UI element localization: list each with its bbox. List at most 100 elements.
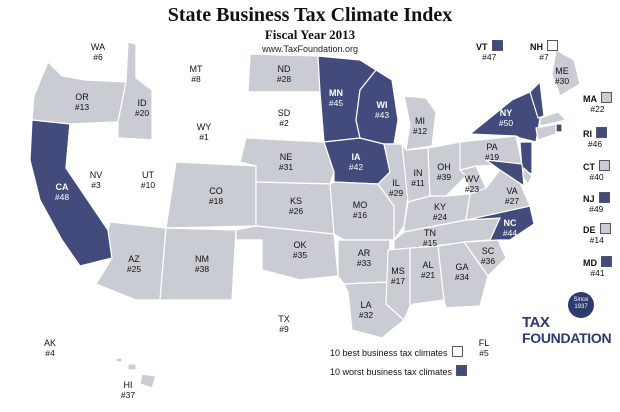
state-md (483, 159, 525, 188)
state-label-ak: AK #4 (44, 338, 56, 358)
state-abbr: NY (499, 108, 513, 118)
state-label-ia: IA #42 (349, 152, 363, 172)
state-nm (159, 227, 237, 301)
state-ak (19, 319, 95, 379)
state-abbr: WV (464, 174, 480, 184)
state-rank: #33 (356, 258, 372, 268)
state-fl (412, 303, 501, 373)
state-rank: #8 (191, 74, 201, 84)
state-rank: #19 (484, 152, 500, 162)
callout-ri: RI #46 (583, 127, 607, 149)
state-label-nc: NC #44 (503, 218, 517, 238)
callout-de-abbr: DE (583, 225, 596, 235)
state-label-wv: WV #23 (465, 174, 480, 194)
state-tx (196, 239, 353, 404)
state-rank: #30 (554, 76, 570, 86)
state-label-oh: OH #39 (437, 162, 451, 182)
state-rank: #15 (422, 238, 438, 248)
state-rank: #4 (45, 348, 55, 358)
callout-ri-swatch (596, 127, 607, 138)
state-label-ok: OK #35 (293, 240, 307, 260)
state-rank: #50 (498, 118, 514, 128)
state-label-sc: SC #36 (481, 246, 495, 266)
state-label-mt: MT #8 (190, 64, 203, 84)
state-rank: #34 (454, 272, 470, 282)
legend-best: 10 best business tax climates (330, 346, 463, 358)
state-rank: #38 (194, 264, 210, 274)
state-rank: #17 (390, 276, 406, 286)
state-label-ar: AR #33 (357, 248, 371, 268)
state-abbr: CA (55, 182, 69, 192)
state-rank: #48 (54, 192, 70, 202)
state-abbr: GA (455, 262, 469, 272)
state-abbr: MN (329, 88, 343, 98)
callout-md-swatch (601, 256, 612, 267)
state-rank: #6 (93, 52, 103, 62)
state-abbr: OR (75, 92, 89, 102)
state-rank: #45 (328, 98, 344, 108)
state-rank: #42 (348, 162, 364, 172)
state-label-tx: TX #9 (278, 314, 290, 334)
state-abbr: AZ (128, 254, 140, 264)
state-rank: #28 (276, 74, 292, 84)
state-rank: #23 (464, 184, 480, 194)
legend-worst-swatch (456, 365, 468, 376)
state-label-ga: GA #34 (455, 262, 469, 282)
callout-ct: CT #40 (583, 160, 610, 182)
state-abbr: AK (43, 338, 57, 348)
state-rank: #10 (140, 180, 156, 190)
state-rank: #44 (502, 228, 518, 238)
callout-ri-rank: #46 (587, 139, 603, 149)
callout-ma-abbr: MA (583, 94, 597, 104)
state-abbr: WA (90, 42, 106, 52)
state-abbr: ND (277, 64, 291, 74)
capitol-seal-icon: Since 1937 (568, 292, 594, 318)
callout-vt-swatch (491, 40, 503, 51)
state-abbr: UT (142, 170, 154, 180)
state-rank: #24 (432, 212, 448, 222)
state-rank: #26 (288, 206, 304, 216)
legend-best-label: 10 best business tax climates (330, 348, 448, 358)
state-rank: #5 (479, 348, 489, 358)
state-abbr: ID (137, 98, 147, 108)
state-label-ms: MS #17 (391, 266, 405, 286)
callout-ct-abbr: CT (583, 162, 595, 172)
legend-best-swatch (451, 346, 463, 357)
callout-ma-swatch (601, 92, 612, 103)
state-label-wy: WY #1 (197, 122, 212, 142)
callout-nj: NJ #49 (583, 192, 610, 214)
callout-ma-rank: #22 (590, 104, 605, 114)
state-rank: #20 (134, 108, 150, 118)
callout-md-abbr: MD (583, 258, 597, 268)
state-label-ca: CA #48 (55, 182, 69, 202)
state-label-ky: KY #24 (433, 202, 447, 222)
state-abbr: AL (422, 260, 434, 270)
state-label-hi: HI #37 (121, 380, 135, 400)
state-abbr: FL (478, 338, 490, 348)
state-abbr: NC (503, 218, 517, 228)
state-label-nm: NM #38 (195, 254, 209, 274)
state-al (409, 245, 445, 307)
state-nc (463, 205, 535, 243)
state-abbr: AR (357, 248, 371, 258)
state-label-fl: FL #5 (479, 338, 490, 358)
map-title: State Business Tax Climate Index (167, 4, 453, 26)
callout-de-rank: #14 (589, 235, 604, 245)
state-abbr: KY (433, 202, 446, 212)
state-ct (535, 123, 557, 141)
state-rank: #31 (278, 162, 294, 172)
state-label-mo: MO #16 (353, 200, 368, 220)
callout-nj-abbr: NJ (583, 194, 595, 204)
state-label-nv: NV #3 (90, 170, 103, 190)
state-abbr: NV (89, 170, 103, 180)
state-label-co: CO #18 (209, 186, 223, 206)
state-rank: #37 (120, 390, 136, 400)
state-abbr: LA (360, 300, 372, 310)
state-rank: #1 (199, 132, 209, 142)
state-mi (403, 95, 437, 151)
state-abbr: ME (555, 66, 569, 76)
state-abbr: KS (289, 196, 302, 206)
state-rank: #13 (74, 102, 90, 112)
tax-foundation-logo: Since 1937 TAX FOUNDATION (522, 292, 618, 352)
state-rank: #32 (358, 310, 374, 320)
